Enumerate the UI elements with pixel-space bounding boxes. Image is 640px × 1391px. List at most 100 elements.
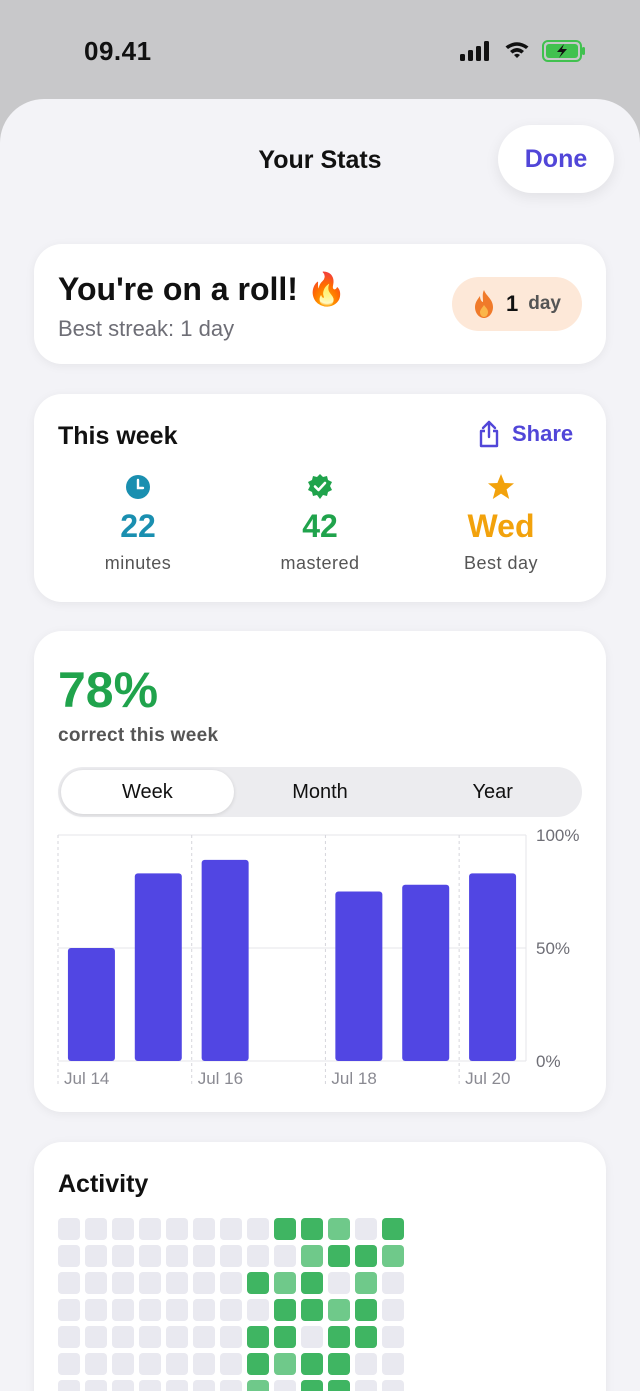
star-icon <box>488 474 514 499</box>
segment-year[interactable]: Year <box>472 780 513 803</box>
activity-title: Activity <box>58 1170 149 1198</box>
status-time: 09.41 <box>84 36 152 66</box>
activity-cell <box>355 1218 377 1240</box>
streak-card: You're on a roll! 🔥 Best streak: 1 day 1… <box>34 244 606 364</box>
chart-bar <box>67 948 115 1061</box>
activity-cell <box>166 1380 188 1391</box>
accuracy-percent: 78% <box>58 662 159 718</box>
activity-cell <box>193 1353 215 1375</box>
y-tick-label: 50% <box>536 939 570 958</box>
activity-cell <box>247 1272 269 1294</box>
activity-cell <box>247 1245 269 1267</box>
activity-cell <box>220 1299 242 1321</box>
share-button[interactable]: Share <box>478 420 573 448</box>
activity-cell <box>139 1245 161 1267</box>
activity-cell <box>328 1299 350 1321</box>
activity-cell <box>112 1326 134 1348</box>
accuracy-card: 78% correct this week Week Month Year 10… <box>34 631 606 1112</box>
accuracy-subtitle: correct this week <box>58 725 219 746</box>
activity-cell <box>247 1299 269 1321</box>
battery-charging-icon <box>542 40 585 62</box>
activity-cell <box>382 1245 404 1267</box>
activity-cell <box>166 1326 188 1348</box>
activity-cell <box>328 1326 350 1348</box>
signal-icon <box>460 41 489 61</box>
activity-cell <box>274 1218 296 1240</box>
activity-cell <box>85 1380 107 1391</box>
activity-cell <box>355 1245 377 1267</box>
activity-cell <box>301 1380 323 1391</box>
y-tick-label: 100% <box>536 826 579 845</box>
best-day-label: Best day <box>463 553 539 573</box>
x-tick-label: Jul 20 <box>465 1069 510 1088</box>
activity-cell <box>274 1272 296 1294</box>
activity-cell <box>220 1245 242 1267</box>
verified-badge-icon <box>308 474 332 499</box>
mastered-label: mastered <box>280 553 360 573</box>
status-bar: 09.41 <box>0 0 640 100</box>
done-button[interactable]: Done <box>498 125 614 193</box>
best-day-value: Wed <box>467 508 535 544</box>
activity-cell <box>274 1326 296 1348</box>
activity-cell <box>382 1218 404 1240</box>
activity-cell <box>220 1380 242 1391</box>
activity-cell <box>247 1326 269 1348</box>
activity-cell <box>193 1218 215 1240</box>
activity-cell <box>274 1380 296 1391</box>
activity-cell <box>193 1245 215 1267</box>
activity-cell <box>220 1272 242 1294</box>
activity-cell <box>85 1218 107 1240</box>
activity-cell <box>301 1353 323 1375</box>
activity-cell <box>220 1218 242 1240</box>
streak-title: You're on a roll! 🔥 <box>58 271 347 307</box>
activity-cell <box>274 1299 296 1321</box>
period-segmented-control: Week Month Year <box>58 767 582 817</box>
activity-cell <box>328 1272 350 1294</box>
activity-cell <box>139 1272 161 1294</box>
activity-cell <box>139 1380 161 1391</box>
accuracy-bar-chart: 100% 50% 0% Jul 14 Jul 16 Jul 18 Jul 20 <box>57 826 579 1088</box>
activity-cell <box>382 1380 404 1391</box>
segment-week[interactable]: Week <box>61 770 234 814</box>
activity-cell <box>85 1245 107 1267</box>
activity-cell <box>274 1245 296 1267</box>
activity-cell <box>112 1353 134 1375</box>
best-day-stat: Wed Best day <box>421 472 581 574</box>
activity-cell <box>166 1272 188 1294</box>
activity-cell <box>355 1353 377 1375</box>
activity-cell <box>328 1218 350 1240</box>
activity-cell <box>85 1326 107 1348</box>
activity-cell <box>139 1326 161 1348</box>
activity-cell <box>382 1353 404 1375</box>
minutes-label: minutes <box>104 553 172 573</box>
chart-bar <box>335 891 383 1061</box>
activity-cell <box>112 1245 134 1267</box>
activity-cell <box>112 1299 134 1321</box>
activity-cell <box>58 1326 80 1348</box>
share-icon <box>479 420 499 448</box>
activity-cell <box>328 1353 350 1375</box>
activity-cell <box>166 1353 188 1375</box>
activity-cell <box>355 1299 377 1321</box>
activity-cell <box>166 1245 188 1267</box>
this-week-card: This week Share 22 minutes 42 mastered <box>34 394 606 602</box>
streak-count: 1 <box>506 291 519 316</box>
chart-bar <box>134 873 182 1061</box>
chart-bar <box>402 884 450 1061</box>
activity-cell <box>193 1380 215 1391</box>
page-title: Your Stats <box>258 146 382 174</box>
x-tick-label: Jul 18 <box>331 1069 376 1088</box>
activity-cell <box>328 1380 350 1391</box>
best-streak-label: Best streak: 1 day <box>58 316 235 341</box>
activity-cell <box>382 1272 404 1294</box>
this-week-title: This week <box>58 422 178 450</box>
flame-icon <box>475 290 493 318</box>
activity-cell <box>301 1218 323 1240</box>
activity-card: Activity <box>34 1142 606 1391</box>
minutes-value: 22 <box>120 508 156 544</box>
activity-cell <box>58 1272 80 1294</box>
segment-month[interactable]: Month <box>292 780 348 803</box>
activity-cell <box>139 1218 161 1240</box>
activity-cell <box>58 1245 80 1267</box>
streak-badge: 1 day <box>452 277 582 331</box>
